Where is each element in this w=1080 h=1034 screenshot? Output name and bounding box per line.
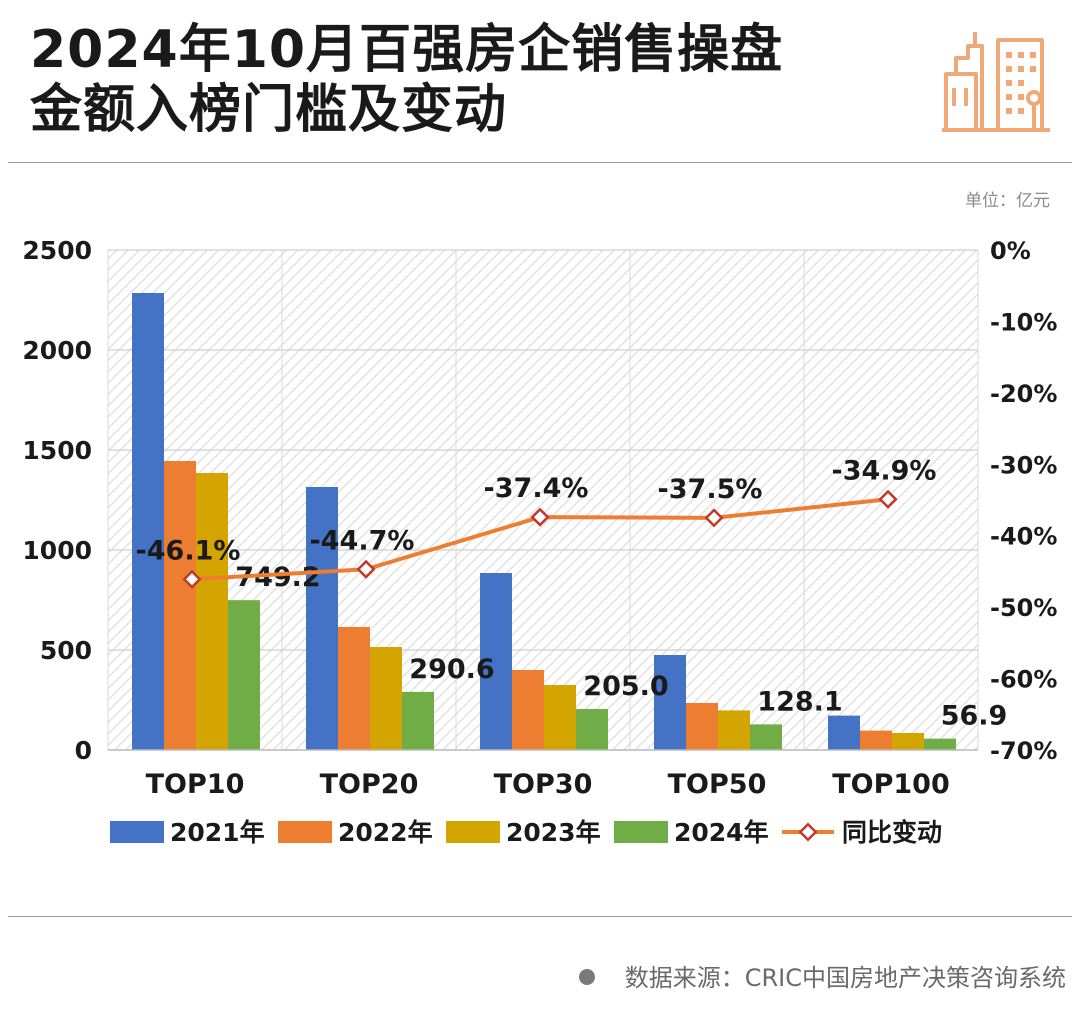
page-title: 2024年10月百强房企销售操盘 金额入榜门槛及变动: [30, 20, 910, 140]
y2-tick-label: -30%: [990, 451, 1057, 479]
city-buildings-icon: [942, 32, 1050, 132]
x-tick-label: TOP30: [494, 769, 593, 800]
y2-tick-label: -70%: [990, 737, 1057, 765]
bar-top20-s0: [306, 487, 338, 750]
legend-swatch: [278, 821, 332, 843]
legend-swatch: [446, 821, 500, 843]
yoy-data-label: -37.4%: [484, 473, 589, 504]
legend-label: 2021年: [170, 818, 265, 847]
bar-top20-s1: [338, 627, 370, 750]
yoy-data-label: -37.5%: [658, 474, 763, 505]
y-tick-label: 2000: [22, 336, 92, 365]
bar-top10-s0: [132, 293, 164, 750]
bar-top100-s0: [828, 715, 860, 750]
legend-swatch: [614, 821, 668, 843]
yoy-data-label: -34.9%: [832, 455, 937, 486]
y-tick-label: 500: [40, 636, 92, 665]
bar-top50-s1: [686, 703, 718, 750]
bar-top10-s3: [228, 600, 260, 750]
unit-label: 单位：亿元: [965, 191, 1050, 211]
bar-top100-s3: [924, 738, 956, 750]
legend-label: 2024年: [674, 818, 769, 847]
bar-top100-s1: [860, 730, 892, 750]
yoy-marker: [356, 559, 376, 579]
title-line-2: 金额入榜门槛及变动: [30, 80, 508, 140]
bar-top50-s2: [718, 710, 750, 750]
y2-tick-label: -60%: [990, 666, 1057, 694]
bar-data-label: 205.0: [583, 671, 668, 702]
yoy-data-label: -46.1%: [136, 535, 241, 566]
y-tick-label: 0: [75, 736, 92, 765]
x-tick-label: TOP100: [832, 769, 950, 800]
title-divider: [8, 162, 1072, 163]
bar-top50-s0: [654, 655, 686, 750]
chart: 0 500 1000 1500 2000 2500 0% -10% -20% -30% -40% -5…: [22, 236, 1057, 847]
legend-label: 2023年: [506, 818, 601, 847]
source-text: 数据来源：CRIC中国房地产决策咨询系统: [624, 964, 1066, 992]
y-tick-label: 2500: [22, 236, 92, 265]
bar-top20-s3: [402, 691, 434, 750]
legend-label: 同比变动: [842, 818, 942, 847]
y2-tick-label: 0%: [990, 237, 1031, 265]
bar-top10-s2: [196, 473, 228, 750]
bar-data-label: 290.6: [409, 654, 494, 685]
bar-top50-s3: [750, 724, 782, 750]
footer-divider: [8, 916, 1072, 917]
yoy-marker: [878, 489, 898, 509]
bar-top30-s1: [512, 670, 544, 750]
y2-tick-label: -10%: [990, 308, 1057, 336]
x-tick-label: TOP50: [668, 769, 767, 800]
yoy-data-label: -44.7%: [310, 525, 415, 556]
bar-top30-s2: [544, 685, 576, 750]
x-tick-label: TOP10: [146, 769, 245, 800]
source-note: 数据来源：CRIC中国房地产决策咨询系统: [578, 958, 1066, 993]
yoy-marker: [182, 569, 202, 589]
yoy-marker: [704, 508, 724, 528]
y-tick-label: 1500: [22, 436, 92, 465]
x-tick-label: TOP20: [320, 769, 419, 800]
y2-tick-label: -50%: [990, 594, 1057, 622]
legend-swatch: [110, 821, 164, 843]
legend-marker: [798, 822, 818, 842]
bar-data-label: 128.1: [757, 686, 842, 717]
y-tick-label: 1000: [22, 536, 92, 565]
y2-tick-label: -20%: [990, 380, 1057, 408]
y2-tick-label: -40%: [990, 523, 1057, 551]
bar-data-label: 56.9: [941, 701, 1008, 732]
bar-top20-s2: [370, 647, 402, 750]
yoy-marker: [530, 507, 550, 527]
bullet-icon: [578, 969, 595, 985]
title-line-1: 2024年10月百强房企销售操盘: [30, 20, 784, 80]
bar-top10-s1: [164, 461, 196, 750]
bar-top100-s2: [892, 733, 924, 750]
bar-top30-s0: [480, 573, 512, 750]
legend-label: 2022年: [338, 818, 433, 847]
bar-top30-s3: [576, 709, 608, 750]
